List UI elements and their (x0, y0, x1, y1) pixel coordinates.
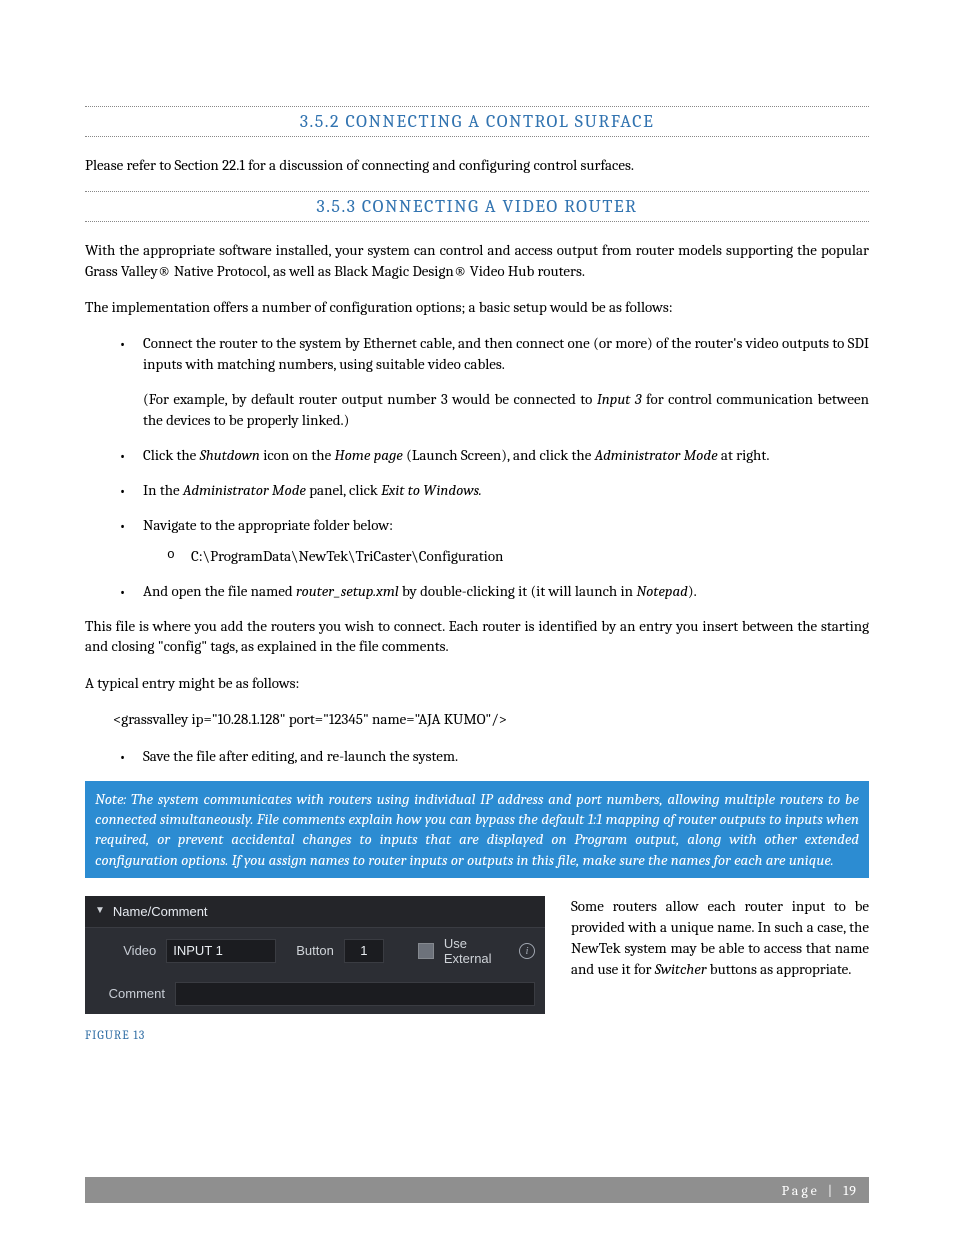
paragraph: The implementation offers a number of co… (85, 297, 869, 317)
code-example: <grassvalley ip="10.28.1.128" port="1234… (85, 709, 869, 730)
use-external-checkbox[interactable] (418, 943, 434, 959)
list-item: And open the file named router_setup.xml… (85, 581, 869, 602)
sub-list: C:\ProgramData\NewTek\TriCaster\Configur… (143, 546, 869, 567)
list-item: Connect the router to the system by Ethe… (85, 333, 869, 431)
panel-title: Name/Comment (113, 904, 208, 919)
comment-input[interactable] (175, 982, 535, 1006)
section-heading-352: 3.5.2 CONNECTING A CONTROL SURFACE (85, 106, 869, 137)
list-item: Click the Shutdown icon on the Home page… (85, 445, 869, 466)
two-column-row: ▼ Name/Comment Video Button Use External… (85, 896, 869, 1042)
section-title: CONNECTING A CONTROL SURFACE (345, 111, 654, 132)
info-icon[interactable]: i (519, 943, 535, 959)
page-number: 19 (843, 1182, 857, 1199)
note-box: Note: The system communicates with route… (85, 781, 869, 878)
figure-caption: FIGURE 13 (85, 1028, 545, 1042)
list-item: Save the file after editing, and re-laun… (85, 746, 869, 767)
paragraph: Please refer to Section 22.1 for a discu… (85, 155, 869, 175)
section-number: 3.5.3 (316, 196, 356, 217)
button-number-input[interactable] (344, 939, 384, 963)
ui-row-comment: Comment (85, 974, 545, 1014)
chevron-down-icon: ▼ (95, 905, 105, 916)
section-title: CONNECTING A VIDEO ROUTER (362, 196, 638, 217)
paragraph: A typical entry might be as follows: (85, 673, 869, 693)
page-footer: Page | 19 (85, 1177, 869, 1203)
footer-sep: | (828, 1182, 833, 1199)
ui-row-video: Video Button Use External i (85, 928, 545, 974)
bullet-list: Connect the router to the system by Ethe… (85, 333, 869, 602)
video-input[interactable] (166, 939, 276, 963)
figure-column: ▼ Name/Comment Video Button Use External… (85, 896, 545, 1042)
bullet-list: Save the file after editing, and re-laun… (85, 746, 869, 767)
parenthetical: (For example, by default router output n… (143, 389, 869, 431)
list-item: Navigate to the appropriate folder below… (85, 515, 869, 567)
sub-list-item: C:\ProgramData\NewTek\TriCaster\Configur… (143, 546, 869, 567)
section-heading-353: 3.5.3 CONNECTING A VIDEO ROUTER (85, 191, 869, 222)
side-paragraph: Some routers allow each router input to … (571, 896, 869, 980)
footer-label: Page (782, 1182, 820, 1199)
paragraph: This file is where you add the routers y… (85, 616, 869, 657)
use-external-label: Use External (444, 936, 509, 966)
button-label: Button (296, 943, 334, 958)
document-page: 3.5.2 CONNECTING A CONTROL SURFACE Pleas… (0, 0, 954, 1235)
ui-panel: ▼ Name/Comment Video Button Use External… (85, 896, 545, 1014)
section-number: 3.5.2 (300, 111, 340, 132)
paragraph: With the appropriate software installed,… (85, 240, 869, 281)
ui-panel-header[interactable]: ▼ Name/Comment (85, 896, 545, 928)
list-item: In the Administrator Mode panel, click E… (85, 480, 869, 501)
video-label: Video (95, 943, 156, 958)
comment-label: Comment (95, 986, 165, 1001)
